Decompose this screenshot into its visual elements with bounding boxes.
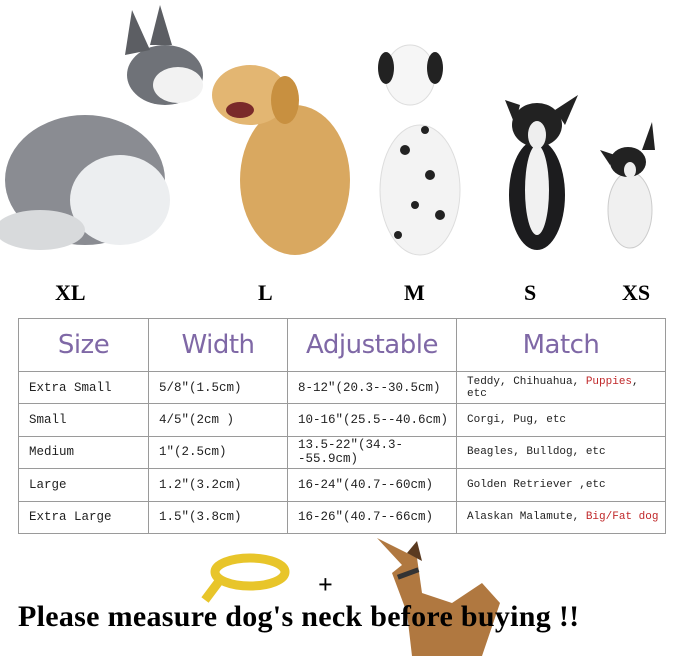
cell-match: Corgi, Pug, etc — [456, 403, 666, 437]
cell-adjustable: 16-24″(40.7--60cm) — [287, 468, 457, 502]
chihuahua-image — [600, 122, 655, 249]
golden-retriever-image — [212, 65, 350, 255]
header-size: Size — [18, 318, 149, 372]
cell-adjustable: 8-12″(20.3--30.5cm) — [287, 370, 457, 405]
cell-adjustable: 10-16″(25.5--40.6cm) — [287, 403, 457, 437]
cell-match: Beagles, Bulldog, etc — [456, 435, 666, 470]
cell-adjustable: 16-26″(40.7--66cm) — [287, 500, 457, 534]
table-header-row: Size Width Adjustable Match — [18, 318, 666, 372]
size-label-s: S — [524, 280, 537, 305]
cell-size: Small — [18, 403, 149, 437]
dog-silhouette-icon — [377, 538, 500, 656]
cell-width: 1″(2.5cm) — [148, 435, 288, 470]
cell-match: Teddy, Chihuahua, Puppies, etc — [456, 370, 666, 405]
size-label-xs: XS — [622, 280, 651, 305]
match-suffix: , etc — [467, 375, 639, 400]
husky-image — [0, 5, 203, 250]
cell-width: 5/8″(1.5cm) — [148, 370, 288, 405]
cell-size: Extra Small — [18, 370, 149, 405]
dalmatian-image — [378, 44, 461, 256]
plus-sign: + — [318, 570, 333, 599]
header-match: Match — [456, 318, 666, 372]
size-label-m: M — [404, 280, 425, 305]
header-width: Width — [148, 318, 288, 372]
header-adjustable: Adjustable — [287, 318, 457, 372]
size-label-xl: XL — [55, 280, 86, 305]
tape-measure-icon — [201, 553, 290, 603]
measure-headline: Please measure dog's neck before buying … — [18, 600, 580, 633]
match-text: Teddy, Chihuahua, — [467, 375, 586, 388]
match-highlight: Puppies — [585, 375, 633, 388]
cell-adjustable: 13.5-22″(34.3--55.9cm) — [287, 435, 457, 470]
cell-width: 1.2″(3.2cm) — [148, 468, 288, 502]
table-row: Medium 1″(2.5cm) 13.5-22″(34.3--55.9cm) … — [18, 435, 666, 470]
table-row: Extra Large 1.5″(3.8cm) 16-26″(40.7--66c… — [18, 500, 666, 534]
table-row: Small 4/5″(2cm ) 10-16″(25.5--40.6cm) Co… — [18, 403, 666, 437]
dog-photos — [0, 5, 655, 256]
cell-size: Extra Large — [18, 500, 149, 534]
size-chart-table: Size Width Adjustable Match Extra Small … — [18, 318, 666, 534]
cell-size: Large — [18, 468, 149, 502]
cell-match: Golden Retriever ,etc — [456, 468, 666, 502]
table-row: Extra Small 5/8″(1.5cm) 8-12″(20.3--30.5… — [18, 370, 666, 405]
boston-terrier-image — [505, 95, 578, 250]
cell-match: Alaskan Malamute, Big/Fat dog — [456, 500, 666, 534]
match-highlight: Big/Fat dog — [585, 511, 659, 524]
match-text: Alaskan Malamute, — [467, 511, 586, 524]
cell-width: 4/5″(2cm ) — [148, 403, 288, 437]
cell-size: Medium — [18, 435, 149, 470]
cell-width: 1.5″(3.8cm) — [148, 500, 288, 534]
size-label-l: L — [258, 280, 273, 305]
table-row: Large 1.2″(3.2cm) 16-24″(40.7--60cm) Gol… — [18, 468, 666, 502]
